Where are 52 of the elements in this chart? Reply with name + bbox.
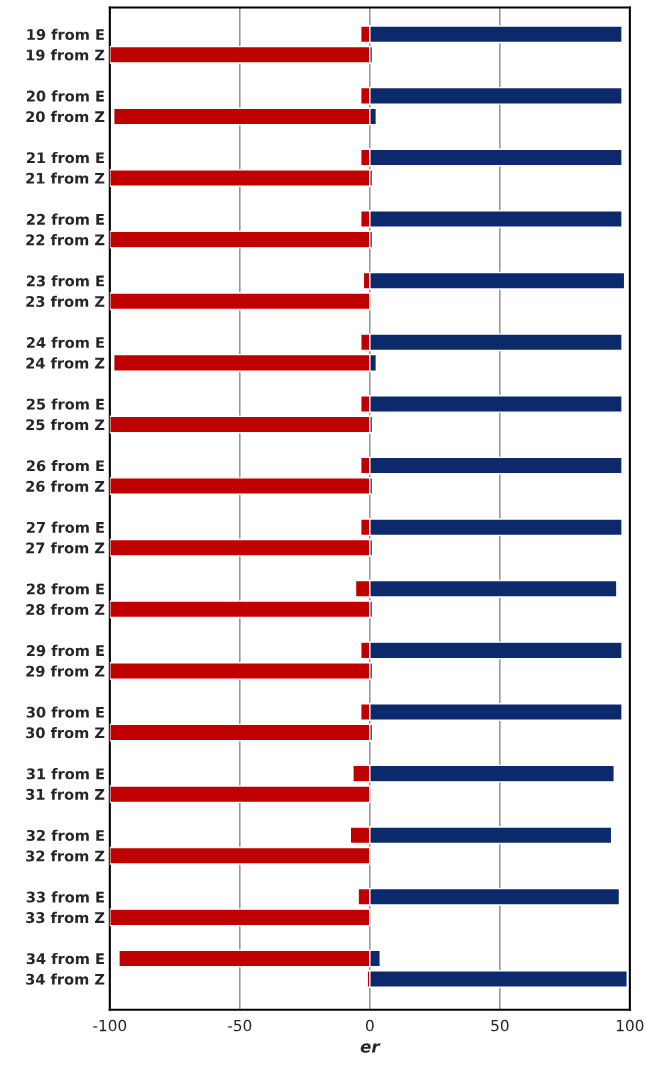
x-tick-label: 0: [365, 1019, 374, 1032]
bar: [109, 662, 371, 680]
bar: [369, 970, 628, 988]
x-tick-label: 100: [616, 1019, 644, 1032]
y-tick-label: 22 from E: [26, 213, 104, 225]
y-tick-label: 26 from Z: [26, 480, 105, 492]
bar: [109, 846, 371, 865]
y-tick-label: 22 from Z: [26, 234, 105, 246]
y-tick-label: 34 from Z: [26, 973, 105, 985]
y-tick-label: 32 from Z: [26, 850, 105, 862]
y-tick-label: 21 from Z: [26, 172, 105, 184]
y-tick-label: 24 from E: [26, 336, 104, 349]
y-tick-label: 33 from E: [26, 891, 104, 903]
y-tick-label: 23 from E: [26, 275, 104, 287]
bar: [109, 477, 371, 495]
y-tick-label: 29 from E: [26, 644, 104, 657]
y-tick-label: 20 from Z: [26, 110, 105, 123]
y-tick-label: 19 from Z: [26, 49, 105, 61]
y-tick-label: 26 from E: [26, 460, 104, 472]
x-tick-label: 50: [491, 1019, 509, 1032]
y-tick-label: 30 from Z: [26, 727, 105, 739]
bar: [109, 538, 371, 557]
y-tick-label: 25 from Z: [26, 418, 105, 431]
y-tick-label: 24 from Z: [26, 357, 105, 369]
y-tick-label: 32 from E: [26, 829, 104, 841]
bar: [109, 169, 371, 187]
bar: [109, 230, 371, 249]
bar: [109, 415, 371, 434]
bar: [109, 908, 371, 927]
x-axis-title: er: [360, 1043, 381, 1053]
y-tick-label: 33 from Z: [26, 911, 105, 924]
y-tick-label: 23 from Z: [26, 295, 105, 307]
bar: [109, 292, 371, 311]
x-tick-label: -50: [228, 1019, 252, 1032]
bar: [109, 45, 371, 64]
y-tick-label: 21 from E: [26, 151, 104, 164]
bar: [109, 785, 371, 804]
y-tick-label: 27 from Z: [26, 542, 105, 554]
y-tick-label: 34 from E: [26, 952, 104, 965]
y-tick-label: 31 from Z: [26, 788, 105, 800]
y-tick-label: 31 from E: [26, 768, 104, 780]
y-tick-label: 25 from E: [26, 398, 104, 410]
bar: [109, 600, 371, 619]
y-tick-label: 28 from Z: [26, 603, 105, 616]
y-tick-label: 27 from E: [26, 521, 104, 533]
y-tick-label: 20 from E: [26, 90, 104, 102]
y-tick-label: 30 from E: [26, 706, 104, 718]
x-tick-label: -100: [93, 1019, 127, 1032]
y-tick-label: 28 from E: [26, 583, 104, 595]
y-tick-label: 29 from Z: [26, 665, 105, 677]
bar: [109, 723, 371, 742]
y-tick-label: 19 from E: [27, 28, 104, 41]
